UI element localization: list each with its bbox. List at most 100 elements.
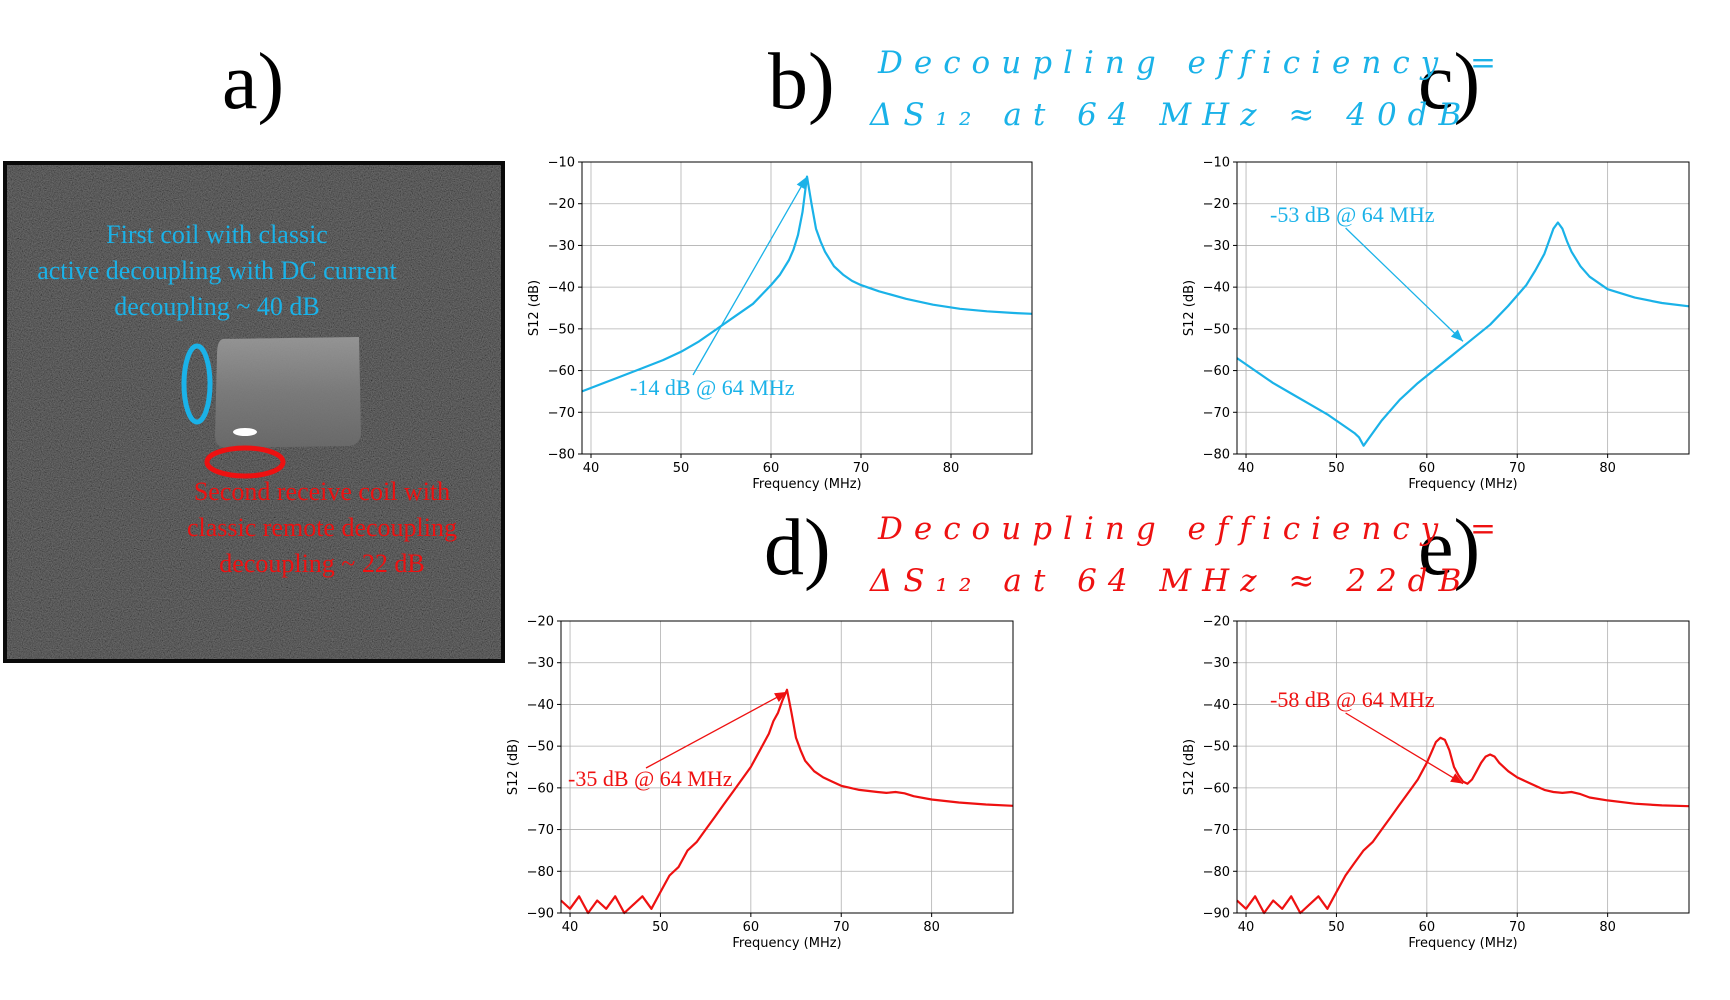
x-tick-label: 50 — [673, 461, 690, 476]
annotation-arrow-head — [1450, 329, 1463, 342]
second-coil-note: Second receive coil with classic remote … — [157, 474, 487, 582]
blue-heading-line2: ΔS₁₂ at 64 MHz ≈ 40dB — [870, 97, 1473, 133]
y-tick-label: −40 — [548, 281, 575, 296]
plot-frame — [1236, 620, 1690, 914]
y-tick-label: −50 — [1203, 740, 1230, 755]
x-axis-label: Frequency (MHz) — [752, 477, 861, 492]
second-coil-note-line2: classic remote decoupling — [186, 513, 458, 542]
annotation-label: -58 dB @ 64 MHz — [1270, 687, 1435, 712]
x-tick-label: 40 — [562, 920, 579, 935]
y-tick-label: −10 — [548, 156, 575, 171]
annotation-arrow-head — [1450, 773, 1463, 784]
annotation-label: -35 dB @ 64 MHz — [568, 766, 733, 791]
x-axis-label: Frequency (MHz) — [1408, 936, 1517, 951]
x-tick-label: 50 — [652, 920, 669, 935]
panel-label-e: e) — [1418, 504, 1481, 592]
red-heading-line1: Decoupling efficiency = — [878, 511, 1508, 547]
y-tick-label: −80 — [527, 865, 554, 880]
annotation-arrow-line — [692, 176, 808, 376]
x-tick-label: 40 — [1238, 920, 1255, 935]
annotation-arrow-line — [1345, 712, 1464, 785]
x-tick-label: 60 — [1419, 920, 1436, 935]
x-tick-label: 70 — [833, 920, 850, 935]
panel-label-a: a) — [222, 38, 285, 126]
x-tick-label: 50 — [1328, 920, 1345, 935]
y-tick-label: −20 — [548, 197, 575, 212]
y-tick-label: −50 — [1203, 322, 1230, 337]
series-line-s12 — [1236, 221, 1690, 447]
panel-label-d: d) — [764, 504, 831, 592]
second-coil-marker — [204, 445, 286, 479]
y-tick-label: −60 — [1203, 781, 1230, 796]
plot-frame — [560, 620, 1014, 914]
mri-phantom — [215, 337, 361, 448]
y-tick-label: −30 — [1203, 656, 1230, 671]
first-coil-marker — [181, 343, 213, 425]
x-tick-label: 80 — [943, 461, 960, 476]
annotation-label: -53 dB @ 64 MHz — [1270, 202, 1435, 227]
y-tick-label: −20 — [1203, 615, 1230, 630]
y-axis-label: S12 (dB) — [506, 739, 521, 795]
x-tick-label: 80 — [923, 920, 940, 935]
y-axis-label: S12 (dB) — [1182, 280, 1197, 336]
y-tick-label: −20 — [1203, 197, 1230, 212]
y-tick-label: −60 — [1203, 364, 1230, 379]
y-tick-label: −30 — [1203, 239, 1230, 254]
y-tick-label: −90 — [527, 907, 554, 922]
x-tick-label: 70 — [853, 461, 870, 476]
y-axis-label: S12 (dB) — [527, 280, 542, 336]
first-coil-note-line1: First coil with classic — [106, 220, 328, 249]
x-tick-label: 60 — [763, 461, 780, 476]
x-axis-label: Frequency (MHz) — [1408, 477, 1517, 492]
y-tick-label: −30 — [527, 656, 554, 671]
y-tick-label: −80 — [1203, 865, 1230, 880]
x-tick-label: 60 — [743, 920, 760, 935]
y-tick-label: −30 — [548, 239, 575, 254]
y-tick-label: −40 — [1203, 281, 1230, 296]
y-tick-label: −80 — [1203, 448, 1230, 463]
mri-bright-spot — [233, 428, 257, 436]
x-tick-label: 70 — [1509, 461, 1526, 476]
panel-label-b: b) — [768, 38, 835, 126]
blue-heading-line1: Decoupling efficiency = — [878, 45, 1508, 81]
first-coil-note: First coil with classic active decouplin… — [7, 217, 427, 325]
y-tick-label: −40 — [527, 698, 554, 713]
x-tick-label: 70 — [1509, 920, 1526, 935]
x-axis-label: Frequency (MHz) — [732, 936, 841, 951]
plot-frame — [1236, 161, 1690, 455]
second-coil-note-line3: decoupling ~ 22 dB — [219, 549, 425, 578]
x-tick-label: 40 — [583, 461, 600, 476]
second-coil-note-line1: Second receive coil with — [193, 477, 451, 506]
y-tick-label: −90 — [1203, 907, 1230, 922]
series-line-s12 — [581, 175, 1033, 393]
y-tick-label: −60 — [527, 781, 554, 796]
series-line-s12 — [560, 688, 1014, 915]
y-tick-label: −60 — [548, 364, 575, 379]
x-tick-label: 40 — [1238, 461, 1255, 476]
x-tick-label: 80 — [1599, 461, 1616, 476]
annotation-arrow-head — [796, 176, 807, 190]
mri-image-graphic — [7, 165, 501, 659]
x-tick-label: 60 — [1419, 461, 1436, 476]
y-tick-label: −70 — [1203, 406, 1230, 421]
y-tick-label: −70 — [1203, 823, 1230, 838]
y-tick-label: −10 — [1203, 156, 1230, 171]
plot-frame — [581, 161, 1033, 455]
first-coil-note-line2: active decoupling with DC current — [37, 256, 397, 285]
y-tick-label: −70 — [548, 406, 575, 421]
y-tick-label: −70 — [527, 823, 554, 838]
y-tick-label: −80 — [548, 448, 575, 463]
y-tick-label: −50 — [548, 322, 575, 337]
annotation-arrow-line — [1345, 227, 1464, 342]
y-tick-label: −50 — [527, 740, 554, 755]
x-tick-label: 80 — [1599, 920, 1616, 935]
mri-image: First coil with classic active decouplin… — [3, 161, 505, 663]
first-coil-note-line3: decoupling ~ 40 dB — [114, 292, 320, 321]
series-line-s12 — [1236, 736, 1690, 915]
panel-label-c: c) — [1418, 38, 1481, 126]
annotation-arrow-line — [645, 691, 788, 769]
annotation-label: -14 dB @ 64 MHz — [630, 375, 795, 400]
red-heading-line2: ΔS₁₂ at 64 MHz ≈ 22dB — [870, 563, 1473, 599]
x-tick-label: 50 — [1328, 461, 1345, 476]
y-tick-label: −20 — [527, 615, 554, 630]
